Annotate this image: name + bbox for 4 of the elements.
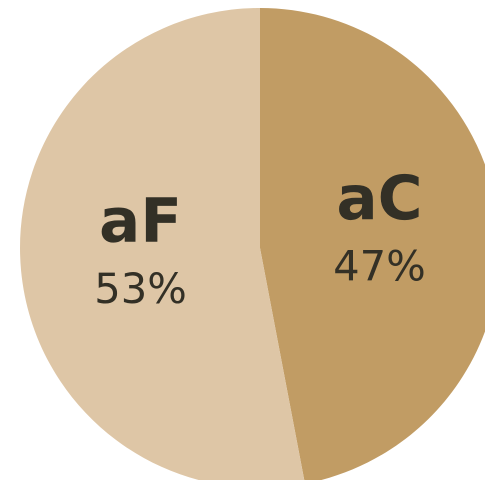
data-label: 53%: [97, 272, 185, 304]
slice-label: aC: [339, 174, 419, 220]
data-label: 47%: [335, 249, 424, 281]
slice-label: aF: [102, 197, 177, 243]
